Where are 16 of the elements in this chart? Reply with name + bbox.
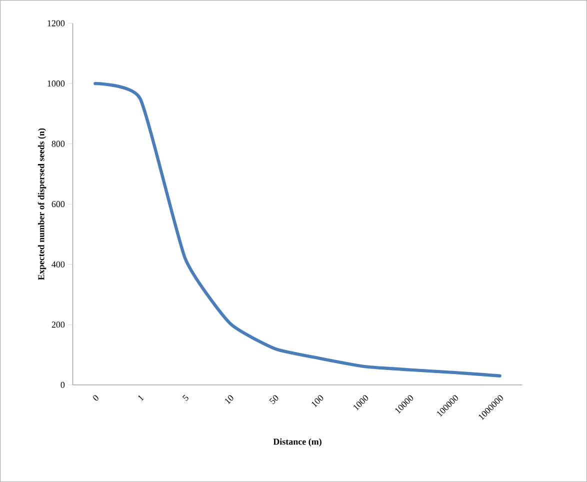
y-tick-label: 200 (52, 322, 65, 328)
x-tick-label: 50 (269, 395, 278, 404)
x-tick-label: 1 (138, 395, 144, 401)
y-tick-label: 1200 (48, 20, 65, 26)
x-tick-label: 0 (93, 395, 98, 401)
x-tick-label: 5 (182, 394, 188, 402)
y-tick-label: 600 (52, 201, 65, 208)
x-axis-title: Distance (m) (273, 438, 322, 446)
y-tick-label: 800 (52, 140, 65, 147)
y-tick-label: 1000 (48, 80, 65, 87)
x-tick-label: 100 (312, 395, 324, 408)
y-axis-title: Expected number of dispersed seeds (n) (38, 128, 46, 280)
y-tick-label: 400 (52, 261, 65, 268)
line-series (94, 82, 502, 378)
y-tick-label: 0 (60, 382, 65, 388)
x-tick-label: 10 (225, 395, 234, 404)
